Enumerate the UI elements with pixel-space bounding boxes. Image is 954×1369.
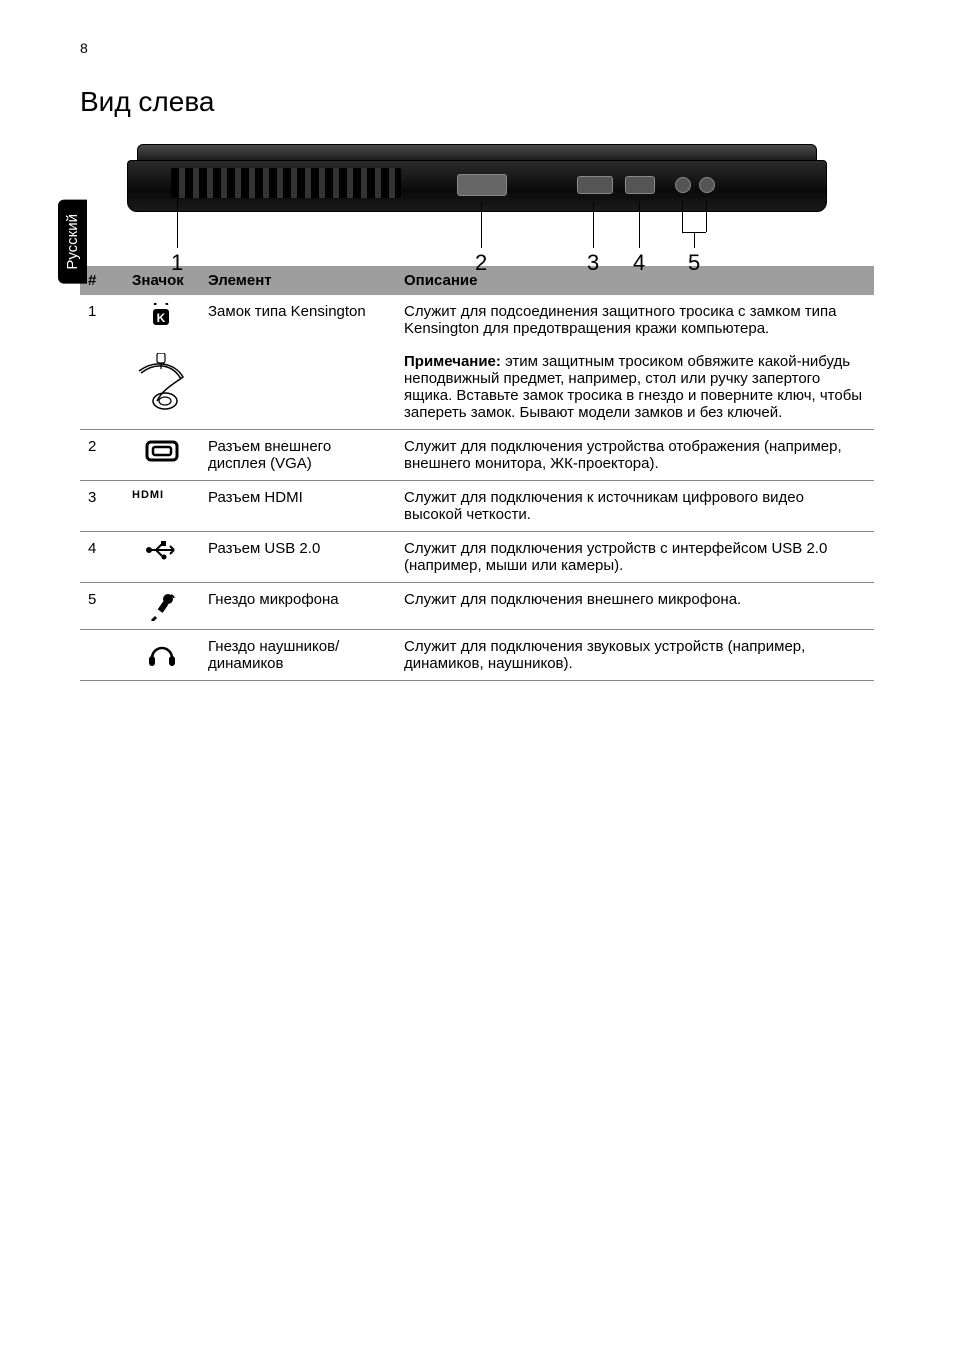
row-desc: Служит для подключения к источникам цифр… — [396, 481, 874, 532]
row-element: Разъем внешнего дисплея (VGA) — [200, 430, 396, 481]
section-title: Вид слева — [80, 86, 874, 118]
page: 8 Русский Вид слева 1 2 3 4 5 — [0, 0, 954, 721]
ports-table: # Значок Элемент Описание 1 K Замок типа… — [80, 266, 874, 681]
row-element: Замок типа Kensington — [200, 295, 396, 345]
laptop-side-illustration: 1 2 3 4 5 — [127, 144, 827, 234]
table-row: Гнездо наушников/динамиков Служит для по… — [80, 630, 874, 681]
row-desc: Служит для подключения устройств с интер… — [396, 532, 874, 583]
row-num: 2 — [80, 430, 124, 481]
headphones-icon — [124, 630, 200, 681]
callout-1: 1 — [171, 250, 183, 276]
usb-icon — [124, 532, 200, 583]
note-label: Примечание: — [404, 353, 501, 370]
kensington-cable-icon — [124, 345, 200, 430]
row-note: Примечание: этим защитным тросиком обвяж… — [396, 345, 874, 430]
row-num: 4 — [80, 532, 124, 583]
row-element: Гнездо наушников/динамиков — [200, 630, 396, 681]
language-tab: Русский — [58, 200, 87, 284]
header-element: Элемент — [200, 266, 396, 295]
table-row: Примечание: этим защитным тросиком обвяж… — [80, 345, 874, 430]
callout-5: 5 — [688, 250, 700, 276]
row-desc: Служит для подключения звуковых устройст… — [396, 630, 874, 681]
row-desc: Служит для подключения устройства отобра… — [396, 430, 874, 481]
row-element: Разъем HDMI — [200, 481, 396, 532]
callout-3: 3 — [587, 250, 599, 276]
row-desc: Служит для подключения внешнего микрофон… — [396, 583, 874, 630]
left-side-figure: 1 2 3 4 5 — [127, 144, 827, 234]
row-num — [80, 630, 124, 681]
svg-text:K: K — [157, 311, 166, 325]
table-row: 1 K Замок типа Kensington Служит для под… — [80, 295, 874, 345]
table-row: 3 HDMI Разъем HDMI Служит для подключени… — [80, 481, 874, 532]
callout-4: 4 — [633, 250, 645, 276]
row-desc: Служит для подсоединения защитного троси… — [396, 295, 874, 345]
row-element: Разъем USB 2.0 — [200, 532, 396, 583]
row-element: Гнездо микрофона — [200, 583, 396, 630]
hdmi-icon: HDMI — [124, 481, 200, 532]
microphone-icon — [124, 583, 200, 630]
table-row: 2 Разъем внешнего дисплея (VGA) Служит д… — [80, 430, 874, 481]
row-num: 5 — [80, 583, 124, 630]
page-number: 8 — [80, 40, 874, 56]
row-num: 3 — [80, 481, 124, 532]
callout-2: 2 — [475, 250, 487, 276]
row-num: 1 — [80, 295, 124, 345]
vga-icon — [124, 430, 200, 481]
kensington-lock-icon: K — [124, 295, 200, 345]
header-icon: Значок — [124, 266, 200, 295]
table-row: 5 Гнездо микрофона Служит для подключени… — [80, 583, 874, 630]
table-row: 4 Разъем USB 2.0 Служит для подключения … — [80, 532, 874, 583]
